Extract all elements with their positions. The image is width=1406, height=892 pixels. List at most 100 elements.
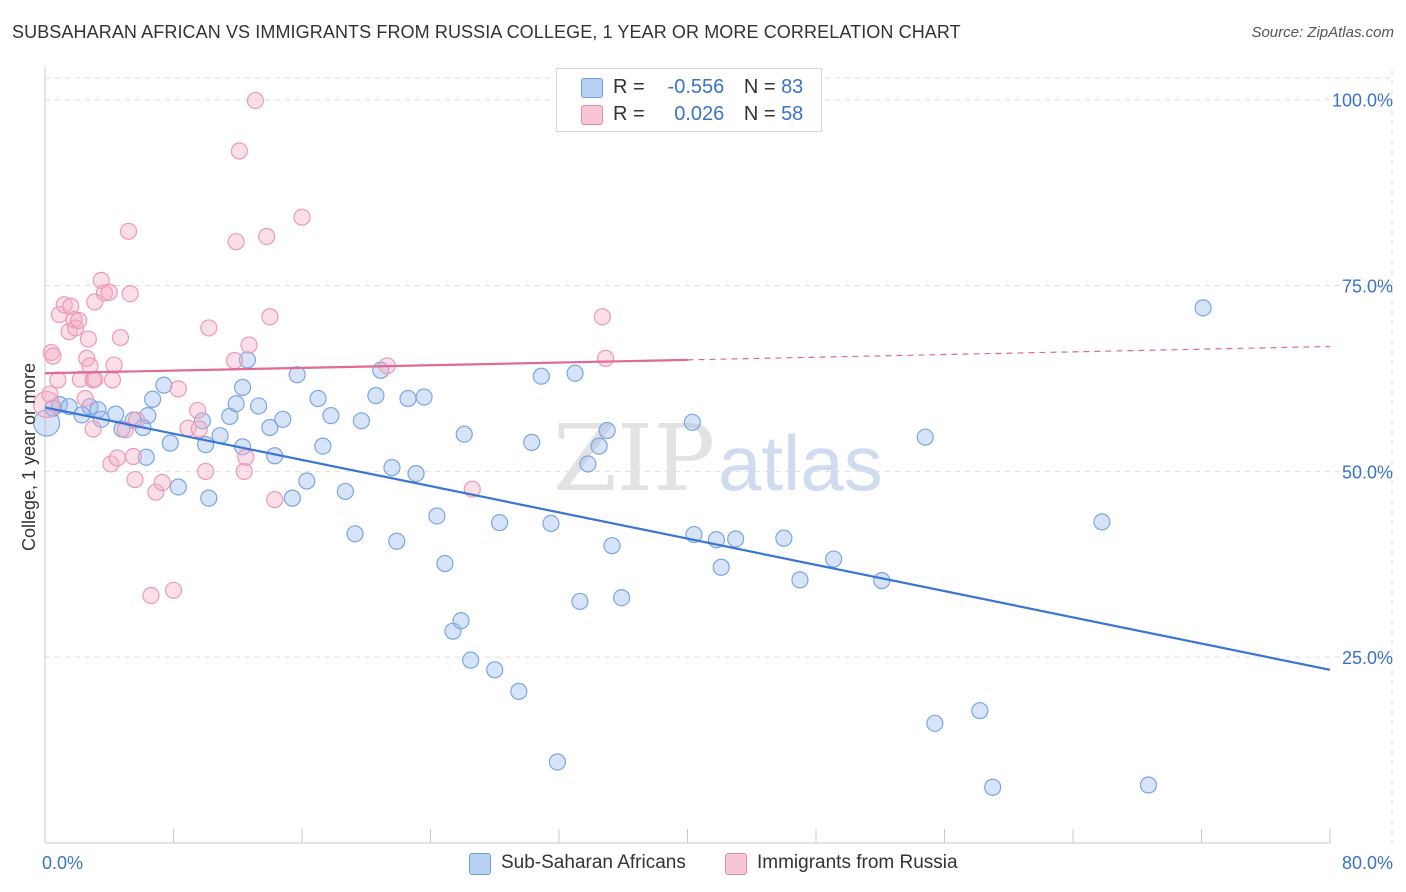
series-sub-saharan-africans — [33, 299, 1212, 796]
data-point — [62, 297, 80, 315]
data-point — [455, 425, 473, 443]
data-point — [984, 778, 1002, 796]
legend-swatch-russia — [581, 105, 603, 125]
data-point — [227, 395, 245, 413]
data-point — [188, 401, 207, 420]
data-point — [240, 336, 258, 354]
data-point — [352, 412, 371, 430]
data-point — [92, 271, 110, 289]
data-point — [237, 448, 255, 466]
data-point — [84, 420, 102, 438]
bottom-legend-label-russia: Immigrants from Russia — [757, 852, 958, 873]
data-point — [144, 390, 162, 408]
data-point — [791, 571, 809, 589]
data-point — [322, 407, 340, 425]
legend-n-value-russia: 58 — [781, 103, 804, 125]
trend-line-immigrants-from-russia-extension — [687, 345, 1331, 361]
data-point — [153, 473, 171, 492]
y-axis-label: College, 1 year or more — [19, 363, 39, 551]
data-point — [190, 420, 208, 438]
data-point — [399, 389, 417, 408]
data-point — [233, 378, 252, 396]
data-point — [613, 589, 631, 607]
data-point — [119, 222, 138, 240]
data-point — [246, 91, 265, 110]
data-point — [1093, 513, 1111, 531]
data-point — [147, 483, 165, 501]
bottom-legend-swatch-sub-saharan — [469, 853, 491, 875]
data-point — [873, 572, 891, 590]
data-point — [41, 385, 59, 403]
data-point — [388, 532, 406, 550]
data-point — [235, 462, 253, 480]
data-point — [293, 208, 311, 226]
legend-n-label: N = — [743, 103, 776, 125]
data-point — [309, 389, 327, 408]
data-point — [161, 434, 179, 452]
data-point — [510, 682, 528, 700]
data-point — [103, 371, 122, 389]
data-point — [571, 592, 589, 611]
data-point — [76, 389, 94, 408]
axes — [44, 67, 1331, 844]
data-point — [712, 558, 730, 576]
data-point — [579, 455, 597, 473]
legend-box: R = -0.556 N = 83 R = 0.026 N = 58 — [556, 68, 822, 132]
data-point — [111, 328, 130, 347]
data-point — [283, 489, 301, 507]
y-tick-label: 25.0% — [1342, 648, 1393, 668]
data-point — [542, 514, 560, 532]
data-point — [200, 319, 218, 337]
y-tick-label: 100.0% — [1332, 91, 1393, 111]
data-point — [126, 470, 144, 489]
bottom-legend-label-sub-saharan: Sub-Saharan Africans — [501, 852, 686, 873]
data-point — [250, 397, 268, 415]
data-point — [383, 459, 401, 477]
data-point — [428, 507, 446, 525]
trend-layer — [44, 345, 1331, 671]
series-layer — [33, 91, 1212, 796]
legend-r-value-sub-saharan: -0.556 — [667, 76, 725, 98]
data-point — [258, 227, 276, 246]
data-point — [137, 448, 155, 466]
data-point — [1139, 776, 1158, 794]
trend-line-immigrants-from-russia — [44, 358, 688, 375]
data-point — [142, 586, 160, 605]
data-point — [274, 410, 292, 428]
data-point — [108, 449, 126, 467]
data-point — [155, 376, 173, 394]
data-point — [55, 296, 73, 314]
data-point — [238, 351, 256, 369]
data-point — [197, 462, 215, 480]
legend-r-value-russia: 0.026 — [674, 103, 725, 125]
tick-labels: 25.0% 50.0% 75.0% 100.0% 0.0% 80.0% — [42, 91, 1393, 873]
data-point — [86, 370, 104, 388]
data-point — [169, 478, 187, 496]
y-tick-label: 50.0% — [1342, 462, 1393, 482]
data-point — [227, 233, 245, 251]
data-point — [523, 433, 541, 451]
data-point — [825, 550, 843, 568]
data-point — [566, 364, 584, 382]
series-immigrants-from-russia — [33, 91, 615, 605]
data-point — [596, 349, 615, 367]
legend-n-label: N = — [743, 76, 776, 98]
data-point — [971, 702, 989, 720]
data-point — [532, 367, 550, 385]
data-point — [1194, 299, 1212, 317]
data-point — [200, 489, 218, 507]
data-point — [775, 529, 793, 547]
data-point — [548, 753, 566, 771]
data-point — [49, 371, 67, 389]
data-point — [462, 651, 480, 669]
data-point — [230, 142, 248, 160]
data-point — [486, 661, 504, 679]
legend-swatch-sub-saharan — [581, 78, 603, 98]
data-point — [70, 311, 88, 330]
data-point — [81, 357, 99, 375]
data-point — [266, 491, 284, 509]
data-point — [261, 418, 279, 437]
data-point — [79, 330, 97, 348]
legend-r-label: R = — [613, 103, 645, 125]
